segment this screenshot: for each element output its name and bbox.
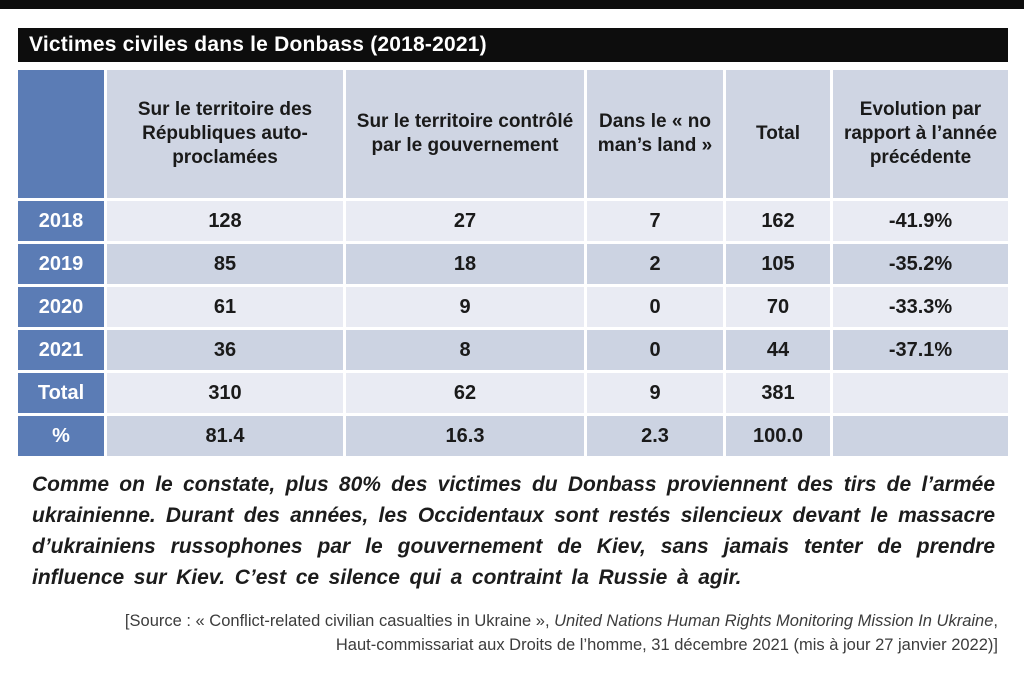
table-cell: 18: [346, 244, 584, 284]
table-cell: 105: [726, 244, 830, 284]
table-cell: 85: [107, 244, 343, 284]
column-header-total: Total: [726, 70, 830, 198]
source-regular-text: [Source : « Conflict-related civilian ca…: [124, 612, 555, 630]
table-cell: 36: [107, 330, 343, 370]
table-cell: -41.9%: [833, 201, 1008, 241]
table-cell: 61: [107, 287, 343, 327]
source-italic-text: United Nations Human Rights Monitoring M…: [554, 612, 994, 630]
casualties-table: Sur le territoire des Républiques auto-p…: [18, 70, 1008, 456]
source-line-1: [Source : « Conflict-related civilian ca…: [18, 609, 998, 633]
page-title-bar: Victimes civiles dans le Donbass (2018-2…: [18, 28, 1008, 62]
column-header-republics: Sur le territoire des Républiques auto-p…: [107, 70, 343, 198]
table-cell: 9: [346, 287, 584, 327]
page-title: Victimes civiles dans le Donbass (2018-2…: [29, 33, 487, 56]
row-label-2021: 2021: [18, 330, 104, 370]
table-cell: 128: [107, 201, 343, 241]
row-label-2018: 2018: [18, 201, 104, 241]
source-comma: ,: [993, 612, 998, 630]
table-cell: -37.1%: [833, 330, 1008, 370]
source-citation: [Source : « Conflict-related civilian ca…: [18, 609, 998, 657]
table-cell: [833, 373, 1008, 413]
row-label-2020: 2020: [18, 287, 104, 327]
table-cell: 2: [587, 244, 723, 284]
table-cell: 16.3: [346, 416, 584, 456]
table-cell: 0: [587, 330, 723, 370]
table-cell: 9: [587, 373, 723, 413]
table-cell: 70: [726, 287, 830, 327]
table-cell: 162: [726, 201, 830, 241]
table-cell: [833, 416, 1008, 456]
table-cell: 2.3: [587, 416, 723, 456]
column-header-evolution: Evolution par rapport à l’année précéden…: [833, 70, 1008, 198]
table-cell: 0: [587, 287, 723, 327]
table-cell: 27: [346, 201, 584, 241]
table-cell: 7: [587, 201, 723, 241]
table-cell: 100.0: [726, 416, 830, 456]
table-cell: 81.4: [107, 416, 343, 456]
table-cell: 381: [726, 373, 830, 413]
column-header-no-mans-land: Dans le « no man’s land »: [587, 70, 723, 198]
row-label-2019: 2019: [18, 244, 104, 284]
table-cell: 8: [346, 330, 584, 370]
source-line-2: Haut-commissariat aux Droits de l’homme,…: [335, 636, 998, 654]
table-cell: 62: [346, 373, 584, 413]
table-cell: -35.2%: [833, 244, 1008, 284]
table-cell: -33.3%: [833, 287, 1008, 327]
table-cell: 44: [726, 330, 830, 370]
row-label-total: Total: [18, 373, 104, 413]
top-border-bar: [0, 0, 1024, 9]
row-label-percent: %: [18, 416, 104, 456]
table-cell: 310: [107, 373, 343, 413]
column-header-government: Sur le territoire contrôlé par le gouver…: [346, 70, 584, 198]
commentary-text: Comme on le constate, plus 80% des victi…: [32, 473, 995, 589]
slide-content: Victimes civiles dans le Donbass (2018-2…: [18, 28, 1008, 657]
corner-cell: [18, 70, 104, 198]
